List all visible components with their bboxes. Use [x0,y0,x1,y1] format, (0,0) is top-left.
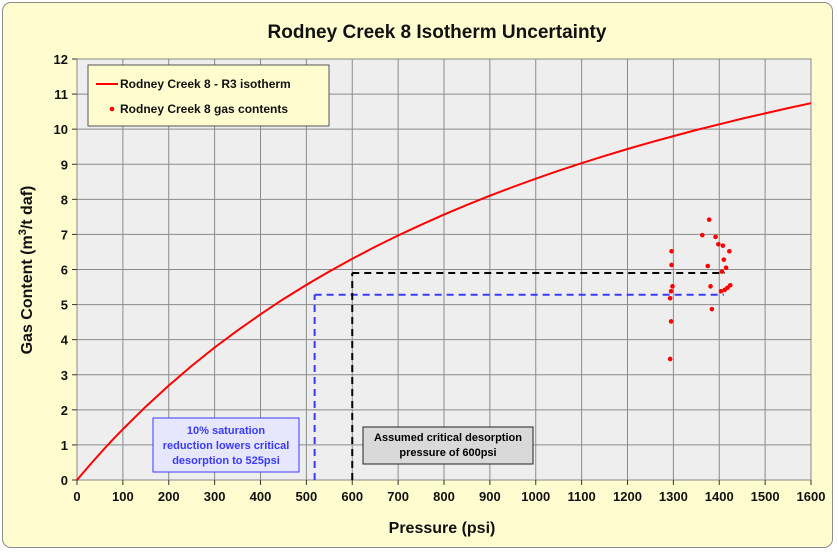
annotation-critical-line-2: pressure of 600psi [399,447,496,459]
data-point [713,234,718,240]
x-tick-label: 300 [204,489,226,504]
y-tick-label: 9 [61,157,68,172]
x-axis-label: Pressure (psi) [389,520,496,537]
x-tick-label: 0 [73,489,80,504]
y-tick-label: 2 [61,403,68,418]
data-point [670,284,675,289]
y-tick-label: 3 [61,368,68,383]
series-isotherm-line [76,102,812,481]
annotation-critical-line-1: Assumed critical desorption [374,432,522,444]
data-point [669,248,674,254]
legend-box [87,64,330,127]
data-point [668,288,674,294]
x-tick-label: 900 [479,489,501,504]
data-point [669,262,674,268]
series-gas-content-points [667,217,733,362]
y-axis-label-main: Gas Content (m [19,235,36,354]
y-axis-label-end: /t daf) [19,186,36,230]
data-point [727,248,732,254]
data-point [699,232,705,238]
y-tick-label: 1 [61,438,68,453]
tick-labels: 0 100 200 300 400 500 600 700 800 900 1000 1100 1200… [54,52,826,504]
data-point [716,241,721,247]
data-point [727,282,733,288]
x-tick-label: 700 [387,489,409,504]
data-point [667,295,673,301]
data-point [720,243,726,248]
annotation-critical-desorption: Assumed critical desorption pressure of … [362,426,534,465]
data-point [668,319,674,324]
y-tick-label: 4 [61,333,69,348]
y-tick-label: 10 [54,122,68,137]
y-tick-label: 7 [61,227,68,242]
legend: Rodney Creek 8 - R3 isotherm Rodney Cree… [87,64,330,127]
y-tick-label: 8 [61,192,68,207]
annotation-critical-box [362,426,534,465]
data-point [708,284,713,289]
data-point [719,269,725,274]
chart-title: Rodney Creek 8 Isotherm Uncertainty [268,22,607,43]
y-axis-label: Gas Content (m3/t daf) [17,186,36,355]
critical-desorption-guides [313,272,725,480]
x-tick-label: 200 [158,489,180,504]
y-tick-label: 6 [61,263,68,278]
data-point [709,306,715,312]
grid-layer [76,58,812,481]
annotation-saturation-line-1: 10% saturation [187,425,266,437]
y-tick-label: 12 [54,52,68,67]
x-tick-label: 1000 [521,489,550,504]
data-point [667,356,673,362]
y-tick-label: 5 [61,298,68,313]
legend-point-swatch [109,106,115,112]
data-point [723,265,729,271]
data-point [721,257,727,262]
annotation-saturation: 10% saturation reduction lowers critical… [152,417,300,473]
legend-label-gas-contents: Rodney Creek 8 gas contents [120,102,288,116]
data-point [705,263,711,269]
annotation-saturation-box [152,417,300,473]
x-tick-label: 1400 [705,489,734,504]
x-tick-label: 500 [296,489,318,504]
x-tick-label: 1200 [613,489,642,504]
annotation-saturation-line-3: desorption to 525psi [172,455,280,467]
x-tick-label: 800 [433,489,455,504]
y-tick-label: 0 [61,473,68,488]
data-point [706,217,712,222]
annotation-saturation-line-2: reduction lowers critical [163,440,290,452]
x-tick-label: 400 [250,489,272,504]
y-axis-label-superscript: 3 [17,229,29,235]
legend-label-isotherm: Rodney Creek 8 - R3 isotherm [120,77,291,91]
x-tick-label: 100 [112,489,134,504]
x-tick-label: 1300 [659,489,688,504]
x-tick-label: 600 [341,489,363,504]
x-tick-label: 1100 [568,489,596,504]
y-tick-label: 11 [54,87,68,102]
data-point [718,288,724,294]
x-tick-label: 1600 [797,489,826,504]
x-tick-label: 1500 [751,489,780,504]
